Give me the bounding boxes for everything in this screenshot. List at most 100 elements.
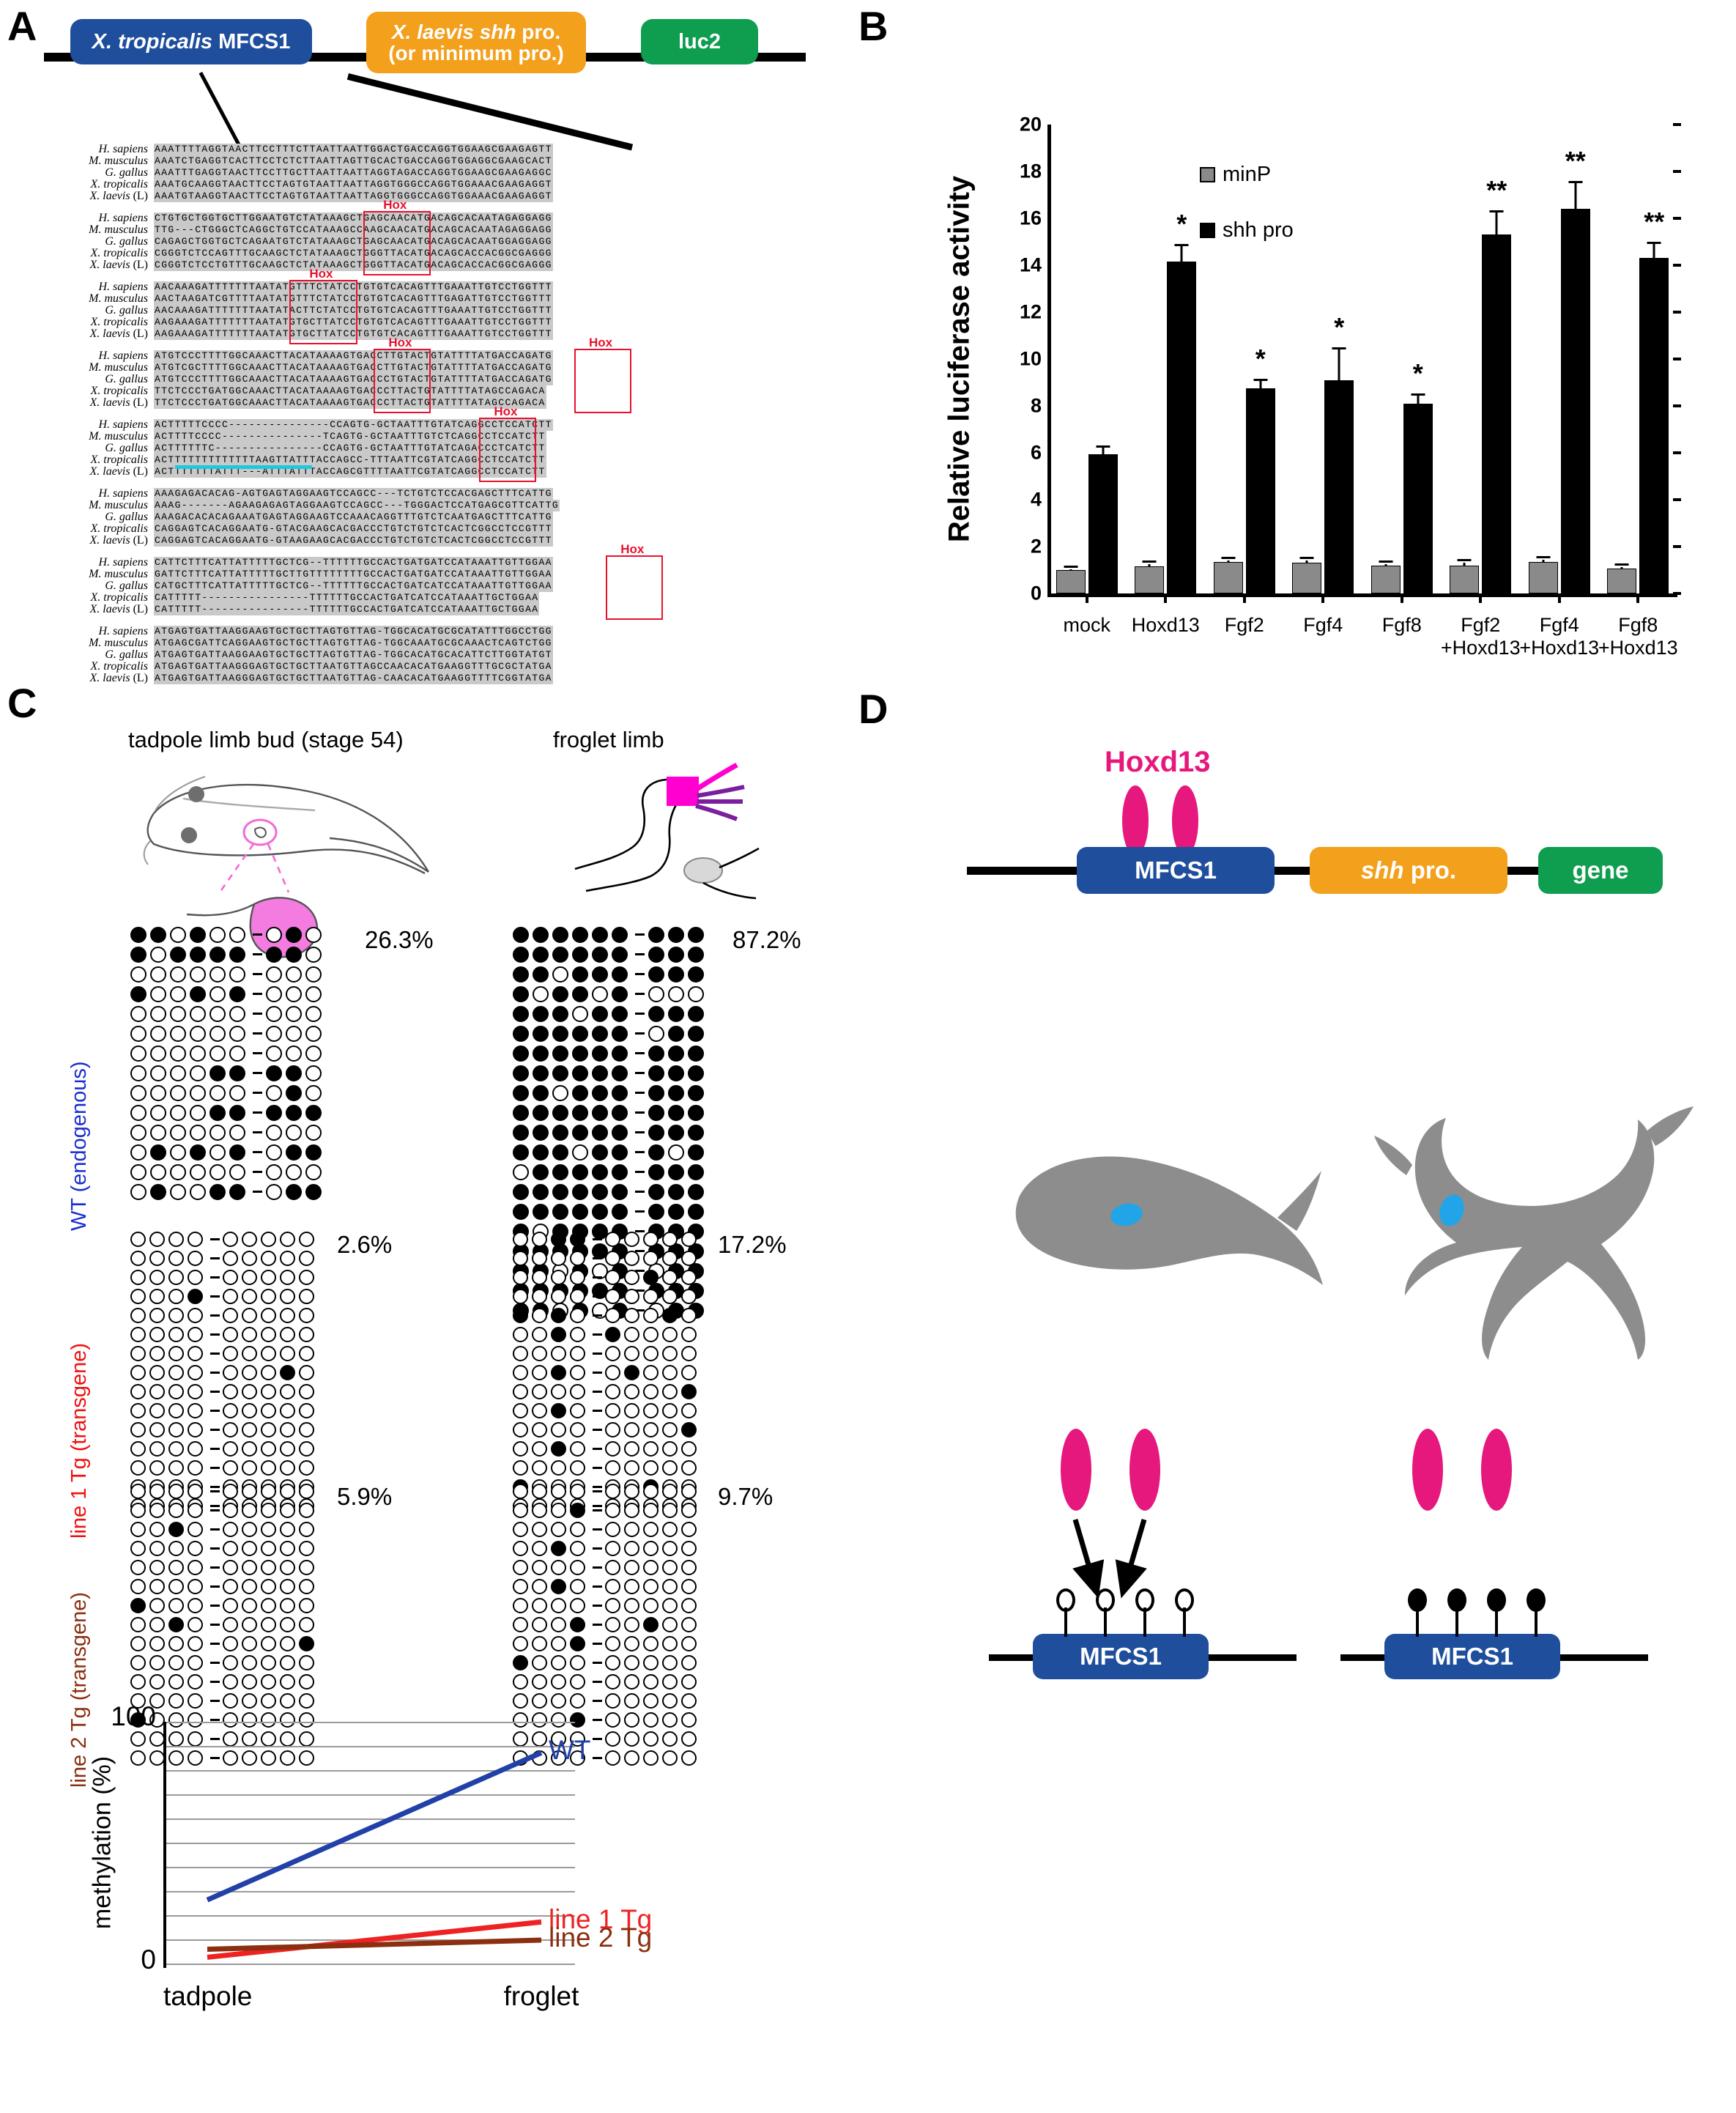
lollipop-stem	[1183, 1607, 1186, 1637]
hox-motif-label: Hox	[309, 267, 333, 281]
cpg-unmethylated	[305, 985, 322, 1002]
cpg-unmethylated	[662, 1616, 678, 1632]
cpg-unmethylated	[299, 1616, 315, 1632]
cpg-gap-dash	[209, 1257, 220, 1259]
alignment-row: M. musculus AAATCTGAGGTCACTTCCTCTCTTAATTA…	[62, 155, 794, 167]
sample-row-label: line 1 Tg (transgene)	[67, 1342, 91, 1539]
error-bar-cap	[1142, 560, 1157, 563]
bar-shhpro: **	[1482, 177, 1512, 593]
cpg-methylated	[305, 1104, 322, 1121]
y-axis-tick-mark	[1673, 545, 1681, 548]
cpg-unmethylated	[605, 1250, 621, 1266]
methylation-percentage: 5.9%	[337, 1483, 393, 1510]
bar-minp	[1528, 555, 1558, 593]
cpg-methylated	[285, 926, 302, 943]
error-bar	[1148, 564, 1151, 568]
cpg-unmethylated	[130, 1288, 146, 1304]
cpg-unmethylated	[305, 946, 322, 963]
cpg-methylated	[533, 1025, 549, 1042]
cpg-unmethylated	[681, 1364, 697, 1380]
cpg-unmethylated	[130, 1345, 146, 1361]
bar-minp	[1213, 557, 1243, 593]
cpg-unmethylated	[242, 1402, 258, 1418]
cpg-unmethylated	[242, 1440, 258, 1457]
lollipop-head	[1175, 1588, 1194, 1612]
cpg-unmethylated	[624, 1231, 640, 1247]
alignment-row: H. sapiens AAATTTTAGGTAACTTCCTTTCTTAATTAA…	[62, 144, 794, 155]
cpg-unmethylated	[242, 1712, 258, 1728]
species-label: X. laevis (L)	[89, 534, 148, 547]
cpg-gap-dash	[592, 1485, 602, 1488]
cpg-row	[130, 1458, 318, 1477]
gridline	[165, 1794, 575, 1796]
species-label: M. musculus	[89, 430, 148, 443]
hoxd13-oval-right	[1172, 785, 1198, 856]
cpg-unmethylated	[532, 1597, 547, 1613]
alignment-row: X. laevis (L) CAGGAGTCACAGGAATG-GTAAGAAGC…	[62, 535, 794, 547]
cpg-unmethylated	[681, 1673, 697, 1690]
cpg-unmethylated	[513, 1559, 528, 1575]
cpg-unmethylated	[643, 1421, 659, 1437]
species-label: G. gallus	[105, 304, 148, 317]
cpg-gap-dash	[209, 1447, 220, 1450]
cpg-unmethylated	[280, 1402, 296, 1418]
hox-motif-label: Hox	[388, 336, 412, 349]
cpg-unmethylated	[624, 1521, 640, 1537]
x-axis-label: Fgf2 +Hoxd13	[1441, 614, 1521, 659]
cpg-unmethylated	[532, 1250, 547, 1266]
cpg-unmethylated	[130, 1559, 146, 1575]
cpg-methylated	[513, 985, 529, 1002]
alignment-sequence: AACTAAGATCGTTTTAATATGTTTCTATCCTGTGTCACAG…	[154, 293, 553, 305]
cpg-methylated	[130, 946, 146, 963]
error-bar	[1338, 349, 1340, 380]
cpg-methylated	[592, 1183, 608, 1200]
cpg-unmethylated	[624, 1402, 640, 1418]
cpg-unmethylated	[605, 1402, 621, 1418]
x-axis-label-line1: Fgf2	[1224, 614, 1264, 636]
cpg-methylated	[572, 926, 588, 943]
lollipop-head	[1447, 1588, 1466, 1612]
cpg-methylated	[612, 985, 628, 1002]
hoxd13-label: Hoxd13	[1105, 746, 1211, 778]
cpg-unmethylated	[130, 1307, 146, 1323]
y-axis-tick-label: 10	[1019, 347, 1042, 370]
cpg-unmethylated	[188, 1402, 203, 1418]
cpg-unmethylated	[242, 1502, 258, 1518]
cpg-unmethylated	[280, 1326, 296, 1342]
cpg-unmethylated	[572, 1005, 588, 1022]
cpg-methylated	[592, 1045, 608, 1062]
cpg-unmethylated	[299, 1345, 315, 1361]
cpg-unmethylated	[261, 1307, 277, 1323]
species-label: H. sapiens	[98, 349, 148, 362]
x-axis-label-line1: Hoxd13	[1131, 614, 1200, 636]
cpg-unmethylated	[285, 1045, 302, 1062]
cpg-methylated	[190, 926, 206, 943]
cpg-gap-dash	[592, 1699, 602, 1702]
x-axis-label-line2: +Hoxd13	[1440, 637, 1521, 659]
cpg-unmethylated	[188, 1750, 203, 1766]
cpg-unmethylated	[551, 1459, 566, 1476]
cpg-unmethylated	[299, 1712, 315, 1728]
bar-group: *	[1205, 125, 1284, 593]
cpg-unmethylated	[150, 1005, 166, 1022]
bar-shhpro	[1088, 445, 1118, 593]
species-label: X. laevis (L)	[89, 190, 148, 202]
cpg-unmethylated	[299, 1692, 315, 1709]
cpg-methylated	[513, 1203, 529, 1220]
alignment-sequence: AAAGAGACACAG-AGTGAGTAGGAAGTCCAGCC---TCTG…	[154, 488, 553, 500]
cpg-unmethylated	[130, 1326, 146, 1342]
cpg-row	[130, 1287, 318, 1306]
alignment-row: X. tropicalis CAGGAGTCACAGGAATG-GTACGAAGC…	[62, 523, 794, 535]
cpg-unmethylated	[280, 1540, 296, 1556]
bar-group: *	[1284, 125, 1363, 593]
cpg-unmethylated	[551, 1521, 566, 1537]
cpg-methylated	[265, 1104, 282, 1121]
cpg-unmethylated	[149, 1383, 165, 1399]
cpg-unmethylated	[188, 1712, 203, 1728]
cpg-unmethylated	[242, 1692, 258, 1709]
bar-minp	[1135, 560, 1165, 593]
cpg-methylated	[592, 1203, 608, 1220]
error-bar	[1227, 560, 1230, 563]
cpg-unmethylated	[261, 1364, 277, 1380]
cpg-unmethylated	[223, 1559, 239, 1575]
